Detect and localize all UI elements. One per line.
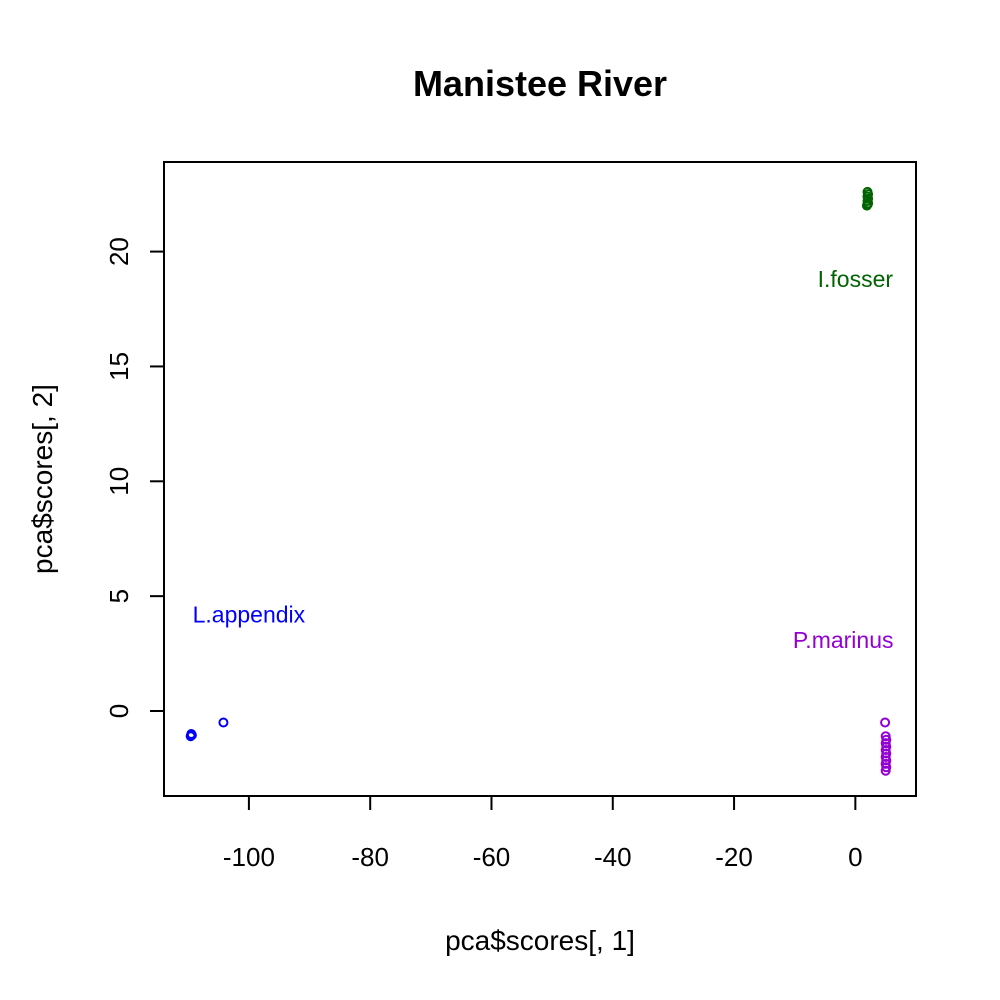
y-axis-label: pca$scores[, 2] (27, 384, 58, 574)
x-tick-label: 0 (848, 842, 862, 872)
x-tick-label: -100 (223, 842, 275, 872)
plot-frame (163, 161, 917, 797)
data-point (880, 765, 891, 776)
data-point (880, 717, 891, 728)
y-tick-label: 15 (104, 352, 134, 381)
group-label: L.appendix (193, 602, 306, 628)
x-axis-label: pca$scores[, 1] (445, 925, 635, 956)
annotations: L.appendix I.fosser P.marinus (193, 266, 894, 653)
group-label: I.fosser (818, 266, 894, 292)
x-tick-label: -20 (715, 842, 753, 872)
x-tick-label: -80 (351, 842, 389, 872)
data-point (218, 717, 229, 728)
x-axis: -100 -80 -60 -40 -20 0 (223, 795, 863, 872)
x-tick-label: -60 (473, 842, 511, 872)
data-points (185, 186, 892, 776)
y-tick-label: 20 (104, 237, 134, 266)
y-axis: 0 5 10 15 20 (104, 237, 165, 718)
y-tick-label: 0 (104, 704, 134, 718)
chart-title: Manistee River (413, 63, 667, 104)
data-point (861, 200, 872, 211)
group-label: P.marinus (793, 627, 894, 653)
data-point (186, 728, 197, 739)
y-tick-label: 5 (104, 589, 134, 603)
y-tick-label: 10 (104, 467, 134, 496)
x-tick-label: -40 (594, 842, 632, 872)
